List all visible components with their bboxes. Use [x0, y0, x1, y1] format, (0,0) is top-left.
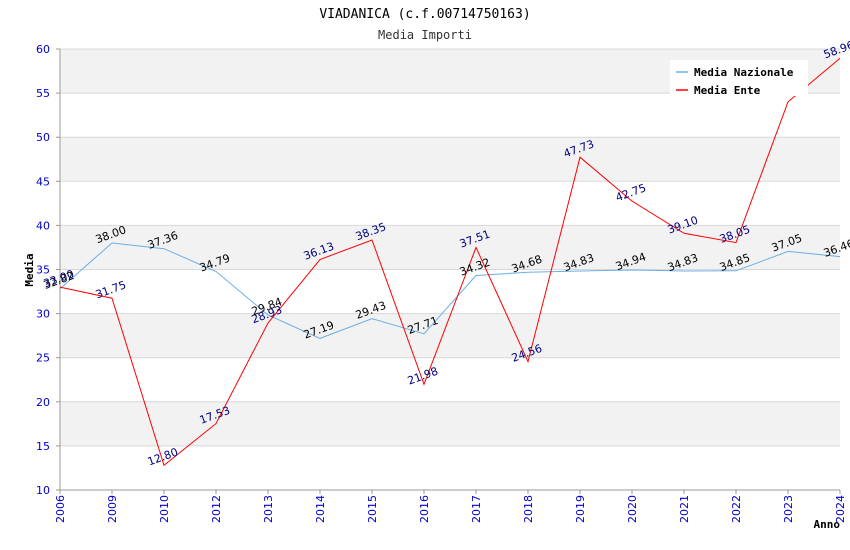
- plot-background: [60, 49, 840, 446]
- x-tick-label: 2013: [262, 495, 275, 523]
- x-tick-label: 2014: [314, 495, 327, 523]
- series-line-media-nazionale: [59, 242, 841, 339]
- y-tick-label: 35: [36, 264, 50, 277]
- y-tick-label: 10: [36, 484, 50, 497]
- chart-subtitle: Media Importi: [378, 28, 472, 42]
- legend-label: Media Ente: [694, 84, 761, 97]
- x-tick-label: 2018: [522, 495, 535, 523]
- x-tick-label: 2006: [54, 495, 67, 523]
- y-axis-ticks: 10 15 20 25 30 35 40 45 50 55 60: [36, 43, 60, 497]
- x-tick-label: 2016: [418, 495, 431, 523]
- y-tick-label: 40: [36, 219, 50, 232]
- legend-box: [670, 60, 808, 96]
- y-tick-label: 30: [36, 308, 50, 321]
- x-tick-label: 2012: [210, 495, 223, 523]
- y-tick-label: 25: [36, 352, 50, 365]
- plot-band: [60, 401, 840, 446]
- x-tick-label: 2022: [730, 495, 743, 523]
- y-tick-label: 55: [36, 87, 50, 100]
- y-tick-label: 60: [36, 43, 50, 56]
- y-axis-label: Media: [23, 253, 36, 286]
- x-tick-label: 2024: [834, 495, 847, 523]
- data-label: 21.98: [406, 365, 440, 388]
- plot-band: [60, 137, 840, 182]
- x-axis-label: Anno: [814, 518, 841, 531]
- legend-label: Media Nazionale: [694, 66, 794, 79]
- x-tick-label: 2019: [574, 495, 587, 523]
- y-tick-label: 50: [36, 131, 50, 144]
- y-tick-label: 20: [36, 396, 50, 409]
- x-tick-label: 2017: [470, 495, 483, 523]
- x-tick-label: 2020: [626, 495, 639, 523]
- plot-band: [60, 225, 840, 270]
- series-lines: [59, 57, 841, 467]
- legend: Media Nazionale Media Ente: [670, 60, 808, 97]
- data-label: 12.80: [146, 446, 180, 469]
- x-tick-label: 2021: [678, 495, 691, 523]
- plot-band: [60, 313, 840, 358]
- x-tick-label: 2015: [366, 495, 379, 523]
- y-tick-label: 45: [36, 175, 50, 188]
- chart-title: VIADANICA (c.f.00714750163): [319, 7, 530, 22]
- gridlines: [60, 48, 840, 491]
- x-tick-label: 2010: [158, 495, 171, 523]
- data-label: 42.75: [614, 181, 648, 204]
- series-line-media-ente: [59, 57, 841, 467]
- x-axis-ticks: 2006 2009 2010 2012 2013 2014 2015 2016 2017 2018…: [54, 490, 847, 523]
- x-tick-label: 2009: [106, 495, 119, 523]
- x-tick-label: 2023: [782, 495, 795, 523]
- y-tick-label: 15: [36, 440, 50, 453]
